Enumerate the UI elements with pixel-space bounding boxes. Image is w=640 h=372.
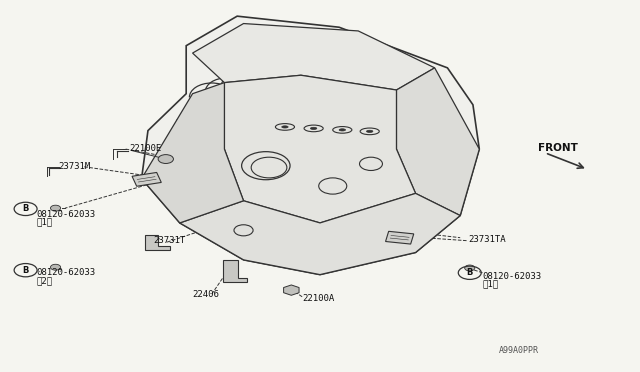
Polygon shape xyxy=(141,16,479,275)
Polygon shape xyxy=(193,23,435,90)
Ellipse shape xyxy=(339,129,346,131)
Text: 08120-62033: 08120-62033 xyxy=(36,268,95,277)
Ellipse shape xyxy=(310,127,317,129)
Text: 23731T: 23731T xyxy=(153,236,186,245)
FancyBboxPatch shape xyxy=(132,173,161,186)
Text: B: B xyxy=(22,204,29,214)
Text: FRONT: FRONT xyxy=(538,143,578,153)
Text: （1）: （1） xyxy=(483,280,499,289)
FancyBboxPatch shape xyxy=(385,231,413,244)
Circle shape xyxy=(158,155,173,163)
Text: 08120-62033: 08120-62033 xyxy=(483,272,541,281)
Ellipse shape xyxy=(367,130,373,132)
Polygon shape xyxy=(225,75,415,223)
Polygon shape xyxy=(145,235,170,250)
Text: 22100A: 22100A xyxy=(302,294,335,303)
Text: （2）: （2） xyxy=(36,276,52,285)
Polygon shape xyxy=(223,260,246,282)
Text: A99A0PPR: A99A0PPR xyxy=(499,346,538,355)
Circle shape xyxy=(465,265,475,271)
Polygon shape xyxy=(180,193,460,275)
Text: （1）: （1） xyxy=(36,217,52,226)
Text: 08120-62033: 08120-62033 xyxy=(36,209,95,219)
Text: B: B xyxy=(22,266,29,275)
Text: 23731TA: 23731TA xyxy=(468,235,506,244)
Circle shape xyxy=(51,264,61,270)
Text: 22406: 22406 xyxy=(193,291,220,299)
Circle shape xyxy=(51,205,61,211)
Polygon shape xyxy=(396,68,479,215)
Ellipse shape xyxy=(282,126,288,128)
Text: 22100E: 22100E xyxy=(129,144,161,153)
Text: 23731M: 23731M xyxy=(59,161,91,170)
Polygon shape xyxy=(141,83,244,223)
Text: B: B xyxy=(467,268,473,277)
